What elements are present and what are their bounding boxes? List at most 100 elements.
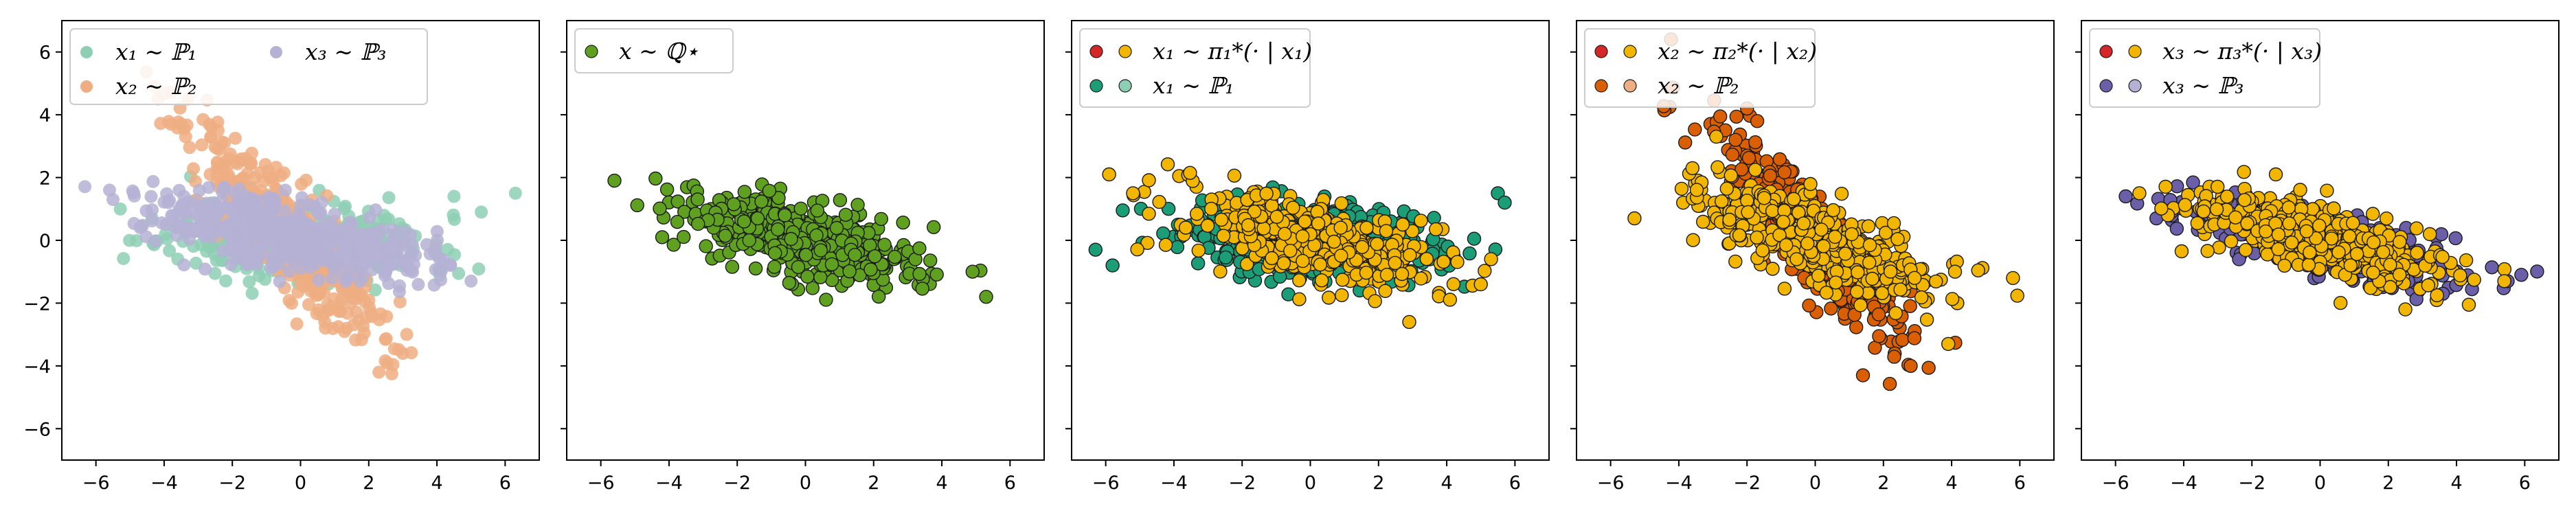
- scatter-point: [1763, 168, 1778, 183]
- scatter-point: [1126, 186, 1140, 201]
- scatter-point: [508, 186, 522, 200]
- scatter-point: [441, 242, 455, 256]
- legend-label: x₃ ∼ ℙ₃: [2162, 72, 2244, 99]
- legend: x₂ ∼ π₂*(· | x₂) x₂ ∼ ℙ₂: [1584, 28, 1817, 108]
- scatter-point: [653, 201, 667, 216]
- scatter-point: [356, 271, 370, 284]
- scatter-point: [2461, 297, 2476, 312]
- panel-5: −6 −4 −2 0 2 4 6 x₃ ∼ π₃*(· | x₃) x₃ ∼ ℙ₃: [2075, 20, 2560, 494]
- scatter-point: [1971, 263, 1985, 277]
- scatter-point: [376, 222, 389, 236]
- scatter-point: [385, 258, 399, 271]
- scatter-point: [310, 307, 324, 321]
- scatter-point: [2186, 175, 2200, 190]
- scatter-point: [699, 239, 713, 253]
- scatter-point: [1491, 186, 1505, 201]
- scatter-point: [1335, 273, 1350, 287]
- scatter-point: [829, 220, 844, 236]
- scatter-point: [771, 222, 785, 237]
- scatter-point: [1088, 242, 1103, 257]
- scatter-point: [1379, 268, 1394, 282]
- x-tick-label: 6: [499, 472, 511, 494]
- scatter-point: [1277, 227, 1292, 241]
- scatter-point: [1158, 238, 1173, 252]
- scatter-point: [452, 266, 466, 280]
- scatter-point: [319, 218, 332, 231]
- scatter-point: [2312, 218, 2327, 233]
- scatter-point: [1427, 211, 1441, 225]
- scatter-point: [78, 180, 92, 194]
- scatter-point: [1394, 266, 1410, 282]
- scatter-point: [926, 220, 941, 234]
- scatter-point: [1269, 209, 1284, 224]
- scatter-point: [372, 365, 386, 379]
- scatter-point: [1170, 240, 1185, 255]
- scatter-point: [278, 183, 292, 197]
- points: [2119, 165, 2544, 317]
- scatter-point: [343, 234, 357, 247]
- scatter-point: [113, 202, 127, 216]
- scatter-point: [771, 191, 786, 205]
- x-tick-label: 6: [2519, 472, 2531, 494]
- scatter-point: [154, 117, 168, 130]
- scatter-point: [1102, 167, 1116, 182]
- legend-marker: [2099, 45, 2113, 58]
- scatter-point: [842, 264, 857, 279]
- scatter-point: [238, 246, 251, 260]
- scatter-point: [2259, 224, 2273, 239]
- legend-label: x ∼ ℚ⋆: [619, 38, 699, 65]
- scatter-point: [874, 211, 889, 227]
- x-tick-label: 4: [431, 472, 442, 494]
- scatter-point: [1778, 238, 1794, 253]
- scatter-point: [1709, 129, 1724, 144]
- scatter-point: [429, 242, 442, 255]
- scatter-point: [2383, 279, 2397, 295]
- scatter-point: [1719, 181, 1735, 196]
- scatter-point: [725, 260, 740, 274]
- scatter-point: [1947, 264, 1963, 279]
- scatter-point: [1419, 252, 1434, 266]
- scatter-point: [1429, 222, 1443, 237]
- scatter-point: [1903, 299, 1917, 313]
- scatter-point: [824, 257, 839, 272]
- scatter-point: [1829, 275, 1843, 290]
- scatter-point: [1849, 320, 1864, 334]
- scatter-point: [237, 172, 251, 186]
- scatter-point: [1714, 194, 1729, 209]
- scatter-point: [1862, 238, 1877, 253]
- scatter-point: [2158, 179, 2173, 194]
- scatter-point: [368, 283, 382, 297]
- x-tick-label: 4: [2450, 472, 2462, 494]
- scatter-point: [2209, 202, 2224, 216]
- scatter-point: [2410, 246, 2424, 260]
- scatter-point: [1326, 234, 1342, 249]
- x-tick-label: 6: [1509, 472, 1521, 494]
- scatter-point: [2349, 247, 2364, 262]
- scatter-point: [337, 266, 350, 280]
- scatter-point: [1728, 254, 1743, 269]
- legend-marker: [1623, 79, 1637, 93]
- legend-marker: [270, 46, 282, 58]
- panel-3: −6 −4 −2 0 2 4 6 x₁ ∼ π₁*(· | x₁) x₁ ∼ ℙ₁: [1065, 20, 1550, 494]
- scatter-point: [670, 215, 685, 229]
- scatter-point: [762, 183, 777, 198]
- scatter-point: [791, 260, 806, 275]
- scatter-point: [123, 233, 137, 247]
- scatter-point: [2422, 227, 2437, 242]
- scatter-point: [1883, 264, 1898, 279]
- scatter-point: [146, 203, 159, 216]
- scatter-point: [2342, 229, 2357, 244]
- scatter-point: [1130, 242, 1144, 257]
- scatter-point: [1710, 160, 1725, 174]
- scatter-point: [1276, 256, 1291, 271]
- legend-marker: [1118, 79, 1132, 93]
- scatter-point: [1467, 231, 1482, 246]
- scatter-point: [393, 295, 407, 309]
- scatter-point: [2514, 268, 2529, 282]
- scatter-point: [396, 347, 409, 360]
- scatter-point: [1907, 271, 1922, 285]
- scatter-point: [2284, 236, 2299, 250]
- scatter-point: [227, 240, 241, 254]
- scatter-point: [310, 247, 324, 261]
- scatter-point: [1292, 292, 1307, 306]
